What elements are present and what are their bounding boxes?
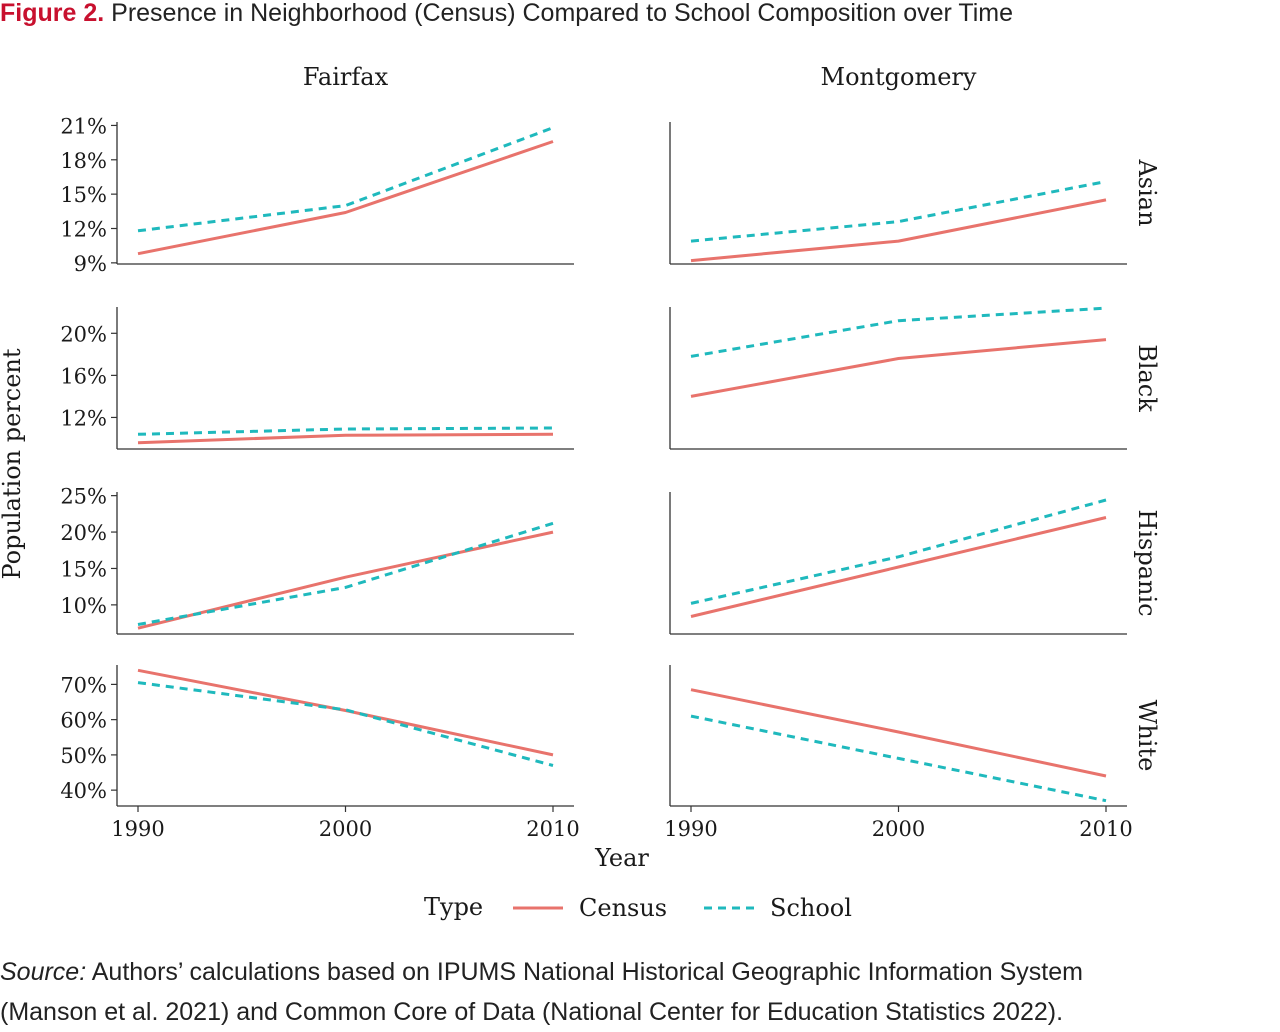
panel-fairfax-white-line-census	[137, 668, 554, 757]
panel-fairfax-white-xtick-label: 1990	[111, 817, 164, 841]
figure-title-line: Figure 2. Presence in Neighborhood (Cens…	[0, 0, 1013, 30]
legend-label-census: Census	[579, 894, 667, 922]
source-line-2: (Manson et al. 2021) and Common Core of …	[0, 998, 1064, 1026]
facet-label-fairfax: Fairfax	[303, 63, 389, 91]
panel-montgomery-hispanic-line-census	[690, 516, 1107, 618]
facet-label-hispanic: Hispanic	[1133, 509, 1161, 616]
source-note: Source: Authors’ calculations based on I…	[0, 952, 1280, 1032]
panel-montgomery-white-line-school	[690, 714, 1107, 803]
y-axis-title: Population percent	[0, 348, 26, 579]
source-text-1: Authors’ calculations based on IPUMS Nat…	[91, 958, 1083, 986]
facet-label-montgomery: Montgomery	[821, 63, 977, 91]
source-line-1: Source: Authors’ calculations based on I…	[0, 952, 1280, 992]
faceted-line-chart: Fairfax Montgomery 9% 12% 15% 18% 21% Asian 12% 1…	[0, 63, 1161, 922]
panel-fairfax-black-ytick-label: 20%	[60, 322, 107, 346]
panel-fairfax-hispanic-line-school	[137, 521, 554, 626]
panel-fairfax-hispanic-ytick-label: 20%	[60, 521, 107, 545]
panel-fairfax-white-xtick-label: 2000	[319, 817, 372, 841]
figure-label: Figure 2.	[0, 0, 105, 27]
facet-label-white: White	[1133, 700, 1161, 772]
panel-montgomery-white-xtick-label: 2010	[1079, 817, 1132, 841]
panel-montgomery-hispanic-line-school	[690, 498, 1107, 605]
panel-fairfax-white-ytick-label: 60%	[60, 709, 107, 733]
legend-title: Type	[424, 893, 483, 921]
panel-fairfax-white-ytick-label: 40%	[60, 779, 107, 803]
panel-fairfax-asian-ytick-label: 18%	[60, 149, 107, 173]
panel-fairfax-white-xtick-label: 2010	[526, 817, 579, 841]
panel-fairfax-asian-ytick-label: 21%	[60, 114, 107, 138]
panel-fairfax-hispanic-ytick-label: 10%	[60, 594, 107, 618]
panel-montgomery-black-line-school	[690, 306, 1107, 358]
panel-montgomery-white-xtick-label: 2000	[872, 817, 925, 841]
panel-fairfax-asian-ytick-label: 15%	[60, 183, 107, 207]
panel-montgomery-white-xtick-label: 1990	[664, 817, 717, 841]
panel-fairfax-white-ytick-label: 50%	[60, 744, 107, 768]
legend-label-school: School	[770, 894, 852, 922]
panel-fairfax-white-line-school	[137, 681, 554, 767]
figure-title: Presence in Neighborhood (Census) Compar…	[111, 0, 1013, 27]
panel-fairfax-hispanic-ytick-label: 15%	[60, 557, 107, 581]
panel-fairfax-asian-ytick-label: 12%	[60, 218, 107, 242]
panel-fairfax-white-ytick-label: 70%	[60, 673, 107, 697]
source-label: Source:	[0, 958, 87, 986]
panel-fairfax-black-ytick-label: 16%	[60, 364, 107, 388]
panel-fairfax-black-line-census	[137, 432, 554, 445]
panel-fairfax-asian-line-school	[137, 126, 554, 233]
panel-montgomery-white-line-census	[690, 688, 1107, 778]
panel-fairfax-hispanic-ytick-label: 25%	[60, 485, 107, 509]
panel-fairfax-asian-line-census	[137, 140, 554, 256]
x-axis-title: Year	[594, 844, 649, 872]
panel-montgomery-black-line-census	[690, 338, 1107, 398]
facet-label-asian: Asian	[1133, 158, 1161, 226]
panel-montgomery-asian-line-census	[690, 198, 1107, 263]
facet-label-black: Black	[1133, 344, 1161, 412]
panel-fairfax-asian-ytick-label: 9%	[74, 252, 107, 276]
panel-fairfax-black-ytick-label: 12%	[60, 406, 107, 430]
